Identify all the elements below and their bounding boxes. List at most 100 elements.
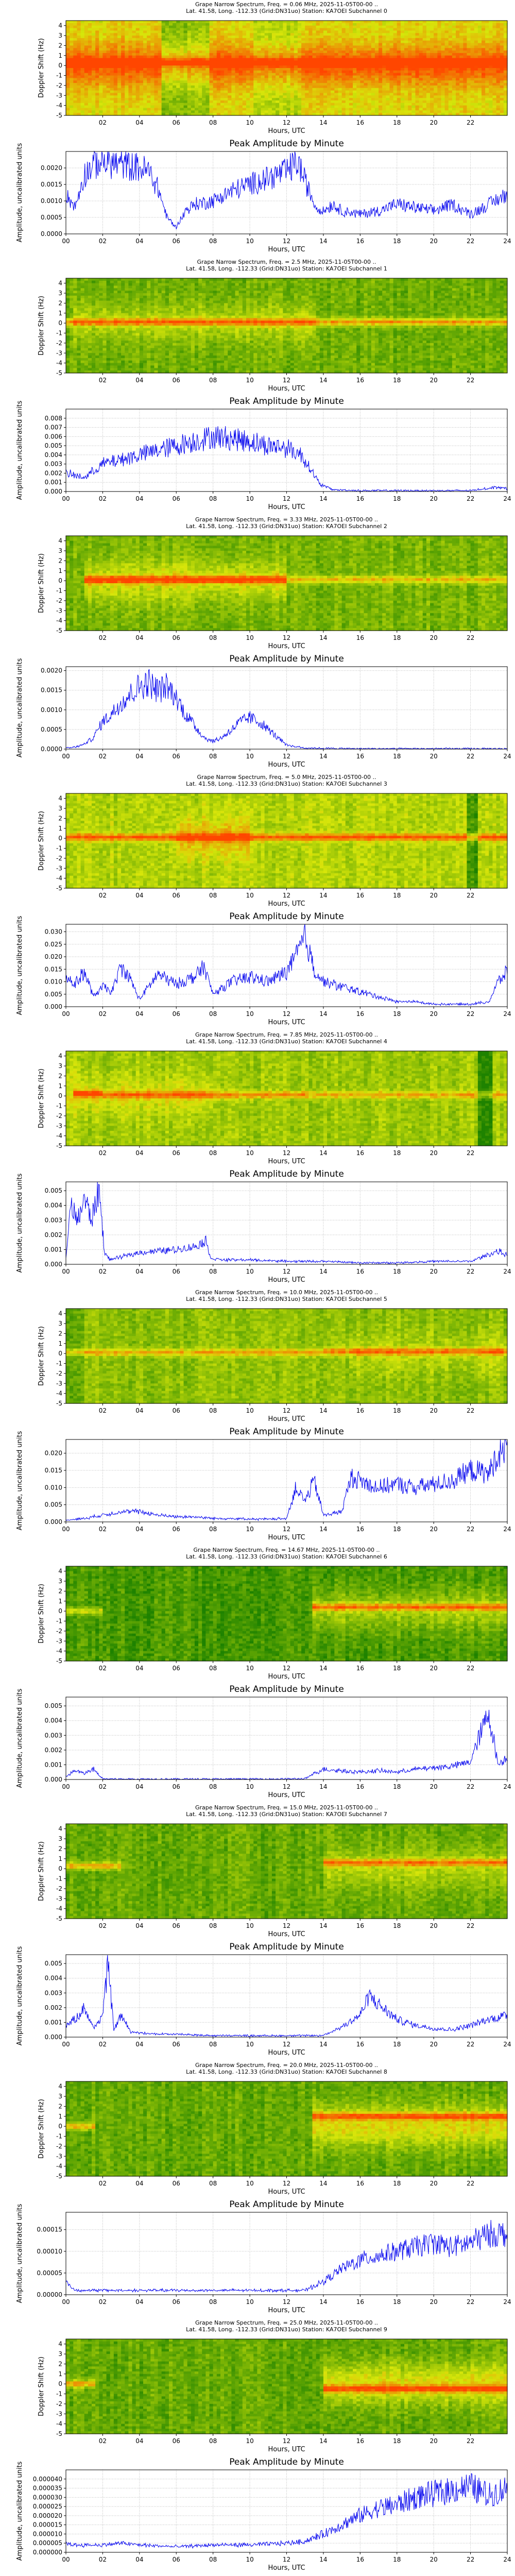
heat-cell bbox=[128, 93, 132, 95]
heat-cell bbox=[250, 110, 254, 113]
heat-cell bbox=[301, 30, 305, 33]
heat-cell bbox=[73, 58, 77, 61]
heat-cell bbox=[202, 60, 206, 63]
heat-cell bbox=[165, 63, 169, 65]
heat-cell bbox=[102, 73, 107, 76]
heat-cell bbox=[92, 110, 96, 113]
heat-cell bbox=[342, 50, 346, 53]
heat-cell bbox=[308, 78, 313, 80]
heat-cell bbox=[114, 83, 118, 86]
heat-cell bbox=[316, 33, 320, 36]
heat-cell bbox=[121, 38, 125, 41]
heat-cell bbox=[298, 23, 302, 26]
heat-cell bbox=[81, 60, 85, 63]
heat-cell bbox=[250, 95, 254, 98]
heat-cell bbox=[195, 93, 199, 95]
heat-cell bbox=[84, 63, 89, 65]
heat-cell bbox=[316, 106, 320, 108]
heat-cell bbox=[312, 45, 316, 48]
heat-cell bbox=[382, 41, 386, 43]
heat-cell bbox=[176, 108, 180, 110]
heat-cell bbox=[342, 76, 346, 78]
heat-cell bbox=[308, 71, 313, 73]
heat-cell bbox=[301, 86, 305, 88]
heat-cell bbox=[243, 98, 247, 100]
heat-cell bbox=[349, 38, 353, 41]
heat-cell bbox=[81, 78, 85, 80]
heat-cell bbox=[117, 65, 122, 68]
heat-cell bbox=[81, 28, 85, 31]
heat-cell bbox=[66, 78, 70, 80]
heat-cell bbox=[346, 100, 350, 103]
heat-cell bbox=[298, 83, 302, 86]
heat-cell bbox=[257, 21, 261, 23]
heat-cell bbox=[88, 30, 92, 33]
heat-cell bbox=[360, 33, 364, 36]
heat-cell bbox=[125, 86, 129, 88]
heat-cell bbox=[250, 83, 254, 86]
heat-cell bbox=[342, 30, 346, 33]
heat-cell bbox=[198, 38, 202, 41]
heat-cell bbox=[368, 76, 372, 78]
heat-cell bbox=[162, 45, 166, 48]
heat-cell bbox=[257, 60, 261, 63]
heat-cell bbox=[99, 86, 103, 88]
heat-cell bbox=[132, 23, 136, 26]
heat-cell bbox=[165, 41, 169, 43]
heat-cell bbox=[224, 36, 228, 38]
heat-cell bbox=[150, 95, 154, 98]
heat-cell bbox=[169, 65, 173, 68]
heat-cell bbox=[265, 71, 269, 73]
heat-cell bbox=[180, 95, 184, 98]
heat-cell bbox=[231, 36, 235, 38]
heat-cell bbox=[217, 50, 221, 53]
heat-cell bbox=[231, 23, 235, 26]
heat-cell bbox=[195, 71, 199, 73]
heat-cell bbox=[272, 26, 276, 28]
heat-cell bbox=[265, 53, 269, 56]
heat-cell bbox=[88, 41, 92, 43]
heat-cell bbox=[331, 88, 335, 91]
heat-cell bbox=[73, 110, 77, 113]
heat-cell bbox=[136, 53, 140, 56]
heat-cell bbox=[143, 88, 147, 91]
heat-cell bbox=[382, 98, 386, 100]
heat-cell bbox=[198, 58, 202, 61]
heat-cell bbox=[173, 21, 177, 23]
heat-cell bbox=[154, 48, 158, 50]
heat-cell bbox=[220, 58, 225, 61]
heat-cell bbox=[220, 73, 225, 76]
heat-cell bbox=[95, 43, 99, 46]
heat-cell bbox=[114, 80, 118, 83]
heat-cell bbox=[205, 76, 210, 78]
heat-cell bbox=[210, 106, 214, 108]
heat-cell bbox=[143, 100, 147, 103]
heat-cell bbox=[95, 100, 99, 103]
heat-cell bbox=[331, 71, 335, 73]
heat-cell bbox=[158, 45, 162, 48]
heat-cell bbox=[368, 58, 372, 61]
heat-cell bbox=[308, 110, 313, 113]
heat-cell bbox=[320, 88, 324, 91]
heat-cell bbox=[316, 93, 320, 95]
heat-cell bbox=[180, 48, 184, 50]
heat-cell bbox=[228, 93, 232, 95]
heat-cell bbox=[327, 36, 331, 38]
heat-cell bbox=[268, 76, 272, 78]
heat-cell bbox=[331, 48, 335, 50]
heat-cell bbox=[308, 60, 313, 63]
heat-cell bbox=[294, 28, 298, 31]
heat-cell bbox=[198, 88, 202, 91]
heat-cell bbox=[250, 100, 254, 103]
heat-cell bbox=[187, 53, 192, 56]
heat-cell bbox=[88, 65, 92, 68]
heat-cell bbox=[217, 45, 221, 48]
heat-cell bbox=[73, 73, 77, 76]
heat-cell bbox=[228, 21, 232, 23]
heat-cell bbox=[261, 36, 265, 38]
heat-cell bbox=[382, 93, 386, 95]
heat-cell bbox=[268, 28, 272, 31]
heat-cell bbox=[224, 43, 228, 46]
heat-cell bbox=[150, 45, 154, 48]
heat-cell bbox=[342, 45, 346, 48]
